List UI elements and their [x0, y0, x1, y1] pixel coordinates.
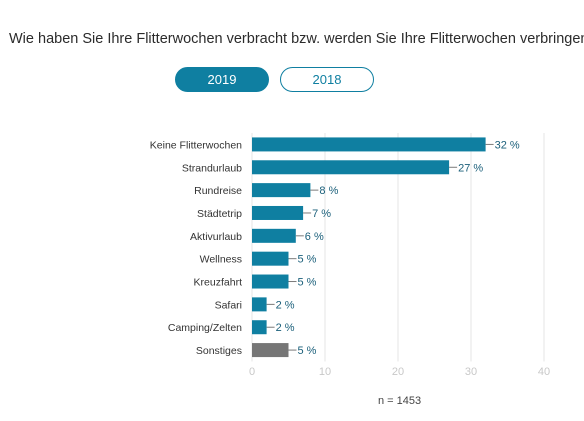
bar — [252, 160, 450, 175]
category-label: Sonstiges — [196, 345, 242, 357]
category-label: Wellness — [200, 254, 242, 266]
x-tick-label: 0 — [249, 366, 255, 378]
category-label: Safari — [215, 299, 242, 311]
value-label: 27 % — [458, 162, 483, 174]
bar — [252, 343, 289, 358]
sample-size-label: n = 1453 — [378, 395, 422, 407]
value-label: 5 % — [298, 277, 317, 289]
category-label: Aktivurlaub — [190, 231, 242, 243]
category-label: Kreuzfahrt — [194, 277, 243, 289]
category-label: Camping/Zelten — [168, 322, 242, 334]
tab-2019[interactable]: 2019 — [175, 67, 269, 92]
value-label: 6 % — [305, 231, 324, 243]
tab-2018[interactable]: 2018 — [280, 67, 374, 92]
bar — [252, 137, 486, 152]
x-tick-label: 40 — [538, 366, 550, 378]
value-label: 32 % — [495, 139, 520, 151]
bar — [252, 183, 311, 198]
category-label: Strandurlaub — [182, 162, 242, 174]
value-label: 5 % — [298, 254, 317, 266]
value-label: 7 % — [312, 208, 331, 220]
value-label: 5 % — [298, 345, 317, 357]
category-label: Keine Flitterwochen — [150, 139, 242, 151]
value-label: 8 % — [319, 185, 338, 197]
x-tick-label: 10 — [319, 366, 331, 378]
bar — [252, 228, 296, 243]
value-label: 2 % — [276, 322, 295, 334]
bar — [252, 205, 304, 220]
bar — [252, 297, 267, 312]
category-label: Rundreise — [194, 185, 242, 197]
category-label: Städtetrip — [197, 208, 242, 220]
x-tick-label: 20 — [392, 366, 404, 378]
bar — [252, 320, 267, 335]
x-tick-label: 30 — [465, 366, 477, 378]
question-title: Wie haben Sie Ihre Flitterwochen verbrac… — [9, 31, 584, 47]
value-label: 2 % — [276, 299, 295, 311]
bar — [252, 274, 289, 289]
bar — [252, 251, 289, 266]
